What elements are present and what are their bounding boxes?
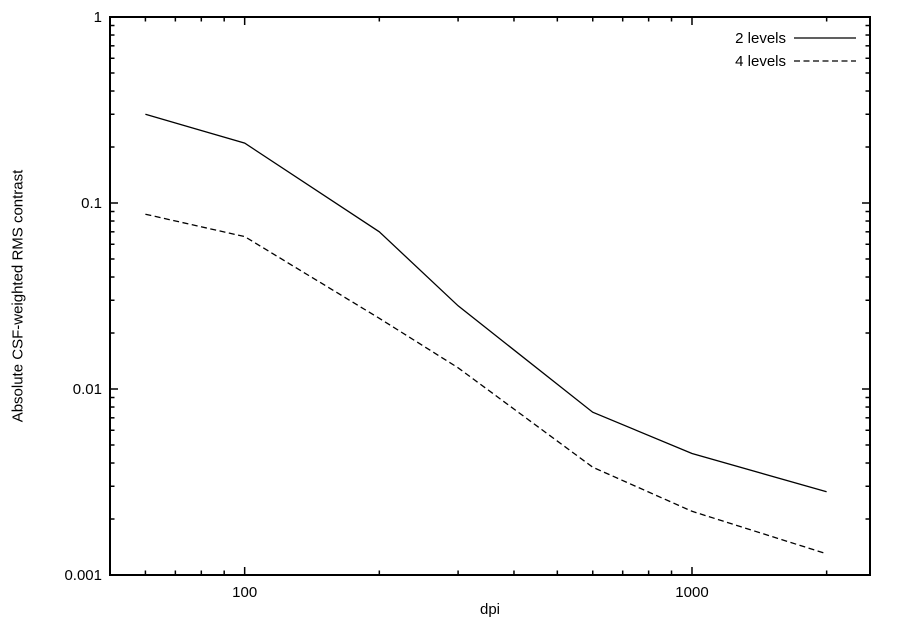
y-tick-labels: 1 0.1 0.01 0.001 <box>64 9 102 584</box>
y-tick-label: 1 <box>94 9 102 26</box>
plot-border <box>109 16 871 576</box>
y-axis-title: Absolute CSF-weighted RMS contrast <box>9 169 27 423</box>
series-line-4-levels <box>145 213 827 555</box>
series-line-2-levels <box>145 113 827 493</box>
legend-label-2-levels: 2 levels <box>735 30 786 47</box>
y-tick-label: 0.1 <box>81 195 102 212</box>
x-tick-label: 1000 <box>675 584 708 601</box>
x-axis-title: dpi <box>479 601 501 618</box>
y-axis-ticks <box>110 16 870 576</box>
x-axis-ticks <box>144 17 828 575</box>
plot-border-rect <box>109 16 871 576</box>
y-tick-label: 0.001 <box>64 567 102 584</box>
data-series <box>145 113 827 555</box>
y-tick-label: 0.01 <box>73 381 102 398</box>
x-tick-label: 100 <box>232 584 257 601</box>
legend-label-4-levels: 4 levels <box>735 53 786 70</box>
legend: 2 levels 4 levels <box>735 30 856 70</box>
x-tick-labels: 100 1000 <box>232 584 709 601</box>
